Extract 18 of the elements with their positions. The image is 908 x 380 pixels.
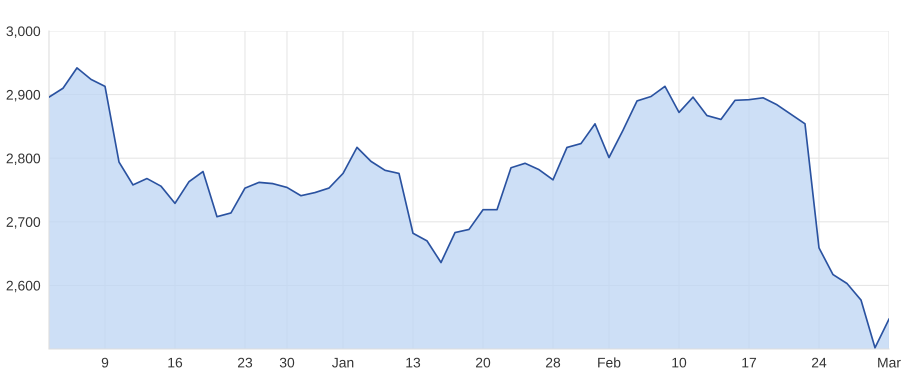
x-tick-label: Mar xyxy=(878,358,901,368)
y-tick-label: 3,000 xyxy=(6,26,40,38)
x-tick-label: 24 xyxy=(812,358,826,368)
y-tick-label: 2,900 xyxy=(6,90,40,102)
x-tick-label: Feb xyxy=(598,357,620,368)
y-tick-label: 2,800 xyxy=(6,154,40,166)
y-tick-label: 2,700 xyxy=(6,217,40,229)
x-tick-label: 20 xyxy=(476,358,490,368)
x-tick-label: 16 xyxy=(168,358,182,368)
x-tick-label: 23 xyxy=(238,358,252,368)
x-tick-label: 10 xyxy=(672,358,686,368)
x-tick-label: 30 xyxy=(280,358,294,368)
x-tick-label: 13 xyxy=(406,358,420,368)
x-tick-label: 28 xyxy=(546,358,560,368)
x-tick-label: 9 xyxy=(102,358,108,368)
x-tick-label: Jan xyxy=(332,358,354,368)
y-tick-label: 2,600 xyxy=(6,280,40,292)
x-tick-label: 17 xyxy=(742,358,756,368)
